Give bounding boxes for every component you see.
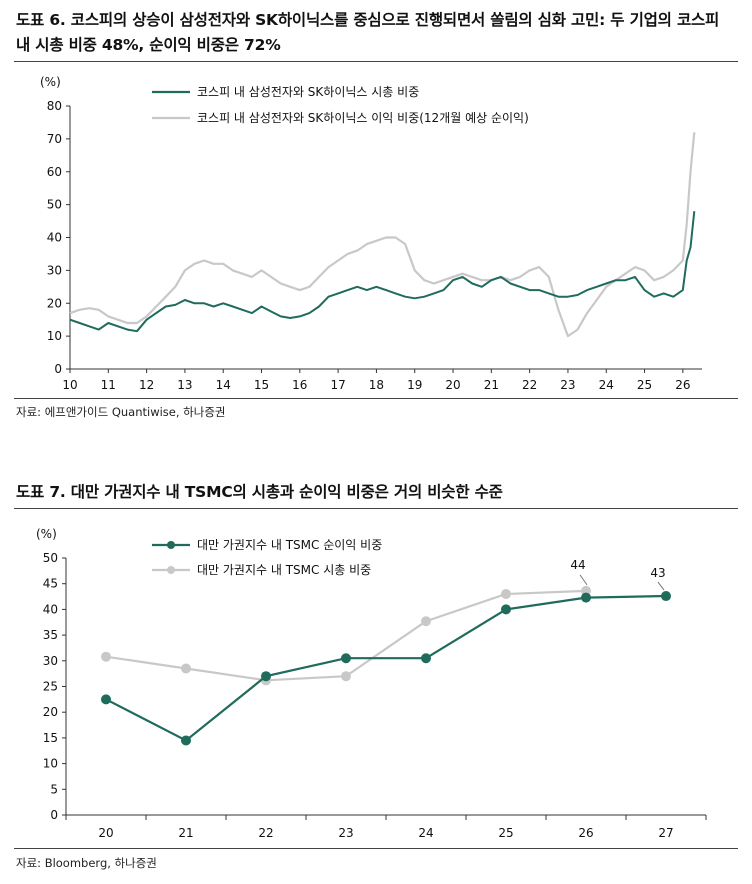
chart1-x-tick-label: 25 [637, 378, 652, 392]
chart2-source: 자료: Bloomberg, 하나증권 [16, 856, 157, 870]
chart2-series-point-0 [661, 591, 671, 602]
chart1-unit-label: (%) [40, 75, 61, 89]
chart2-x-tick-label: 27 [658, 826, 673, 840]
chart1-title-rule [14, 61, 738, 62]
chart2-legend-marker-0 [167, 541, 175, 549]
chart2-bottom-rule [14, 848, 738, 849]
chart1-y-tick-label: 80 [47, 99, 62, 113]
chart2-x-tick-label: 26 [578, 826, 593, 840]
chart2-x-tick-label: 25 [498, 826, 513, 840]
chart1-series-line-0 [69, 211, 696, 333]
chart2-series-point-0 [101, 694, 111, 705]
chart2-series-point-0 [421, 653, 431, 664]
chart1-x-tick-label: 22 [522, 378, 537, 392]
chart1-y-tick-label: 20 [47, 296, 62, 310]
chart1-series-line-1 [69, 132, 696, 338]
chart2-y-tick-label: 15 [43, 731, 58, 745]
chart1-bottom-rule [14, 398, 738, 399]
chart2-series-point-0 [341, 653, 351, 664]
chart1-x-tick-label: 19 [407, 378, 422, 392]
chart1-x-tick-label: 26 [675, 378, 690, 392]
chart1-y-tick-label: 70 [47, 132, 62, 146]
chart1-legend-label-1: 코스피 내 삼성전자와 SK하이닉스 이익 비중(12개월 예상 순이익) [197, 111, 529, 125]
chart1-x-tick-label: 24 [599, 378, 614, 392]
chart2-series-point-1 [181, 663, 191, 674]
chart2-unit-label: (%) [36, 527, 57, 541]
chart2-y-tick-label: 10 [43, 757, 58, 771]
chart1-x-tick-label: 23 [560, 378, 575, 392]
chart1-y-tick-label: 10 [47, 329, 62, 343]
chart1-x-tick-label: 18 [369, 378, 384, 392]
chart1-source: 자료: 에프앤가이드 Quantiwise, 하나증권 [16, 405, 226, 419]
chart2-y-tick-label: 25 [43, 680, 58, 694]
chart1-x-tick-label: 13 [177, 378, 192, 392]
chart2-legend-marker-1 [167, 566, 175, 574]
chart2-series-point-1 [341, 671, 351, 682]
chart2-series-point-0 [581, 592, 591, 603]
chart1-x-tick-label: 17 [330, 378, 345, 392]
chart1-y-tick-label: 40 [47, 231, 62, 245]
chart1-y-tick-label: 0 [54, 362, 62, 376]
chart2-series-line-1 [105, 589, 587, 682]
chart1-x-tick-label: 16 [292, 378, 307, 392]
chart2-x-tick-label: 23 [338, 826, 353, 840]
chart2-end-leader-1 [579, 574, 588, 586]
chart2-x-tick-label: 20 [98, 826, 113, 840]
chart1-x-tick-label: 14 [216, 378, 231, 392]
chart1-title: 도표 6. 코스피의 상승이 삼성전자와 SK하이닉스를 중심으로 진행되면서 … [16, 11, 720, 54]
chart2-title-rule [14, 508, 738, 509]
chart2-y-tick-label: 20 [43, 705, 58, 719]
chart2-series-point-1 [421, 616, 431, 627]
chart2-legend-label-0: 대만 가권지수 내 TSMC 순이익 비중 [197, 538, 382, 552]
chart2-x-tick-label: 21 [178, 826, 193, 840]
chart2-end-leader-0 [657, 581, 665, 591]
chart2-y-tick-label: 0 [50, 808, 58, 822]
chart1-x-tick-label: 10 [62, 378, 77, 392]
chart1-x-tick-label: 11 [101, 378, 116, 392]
chart2-x-tick-label: 24 [418, 826, 433, 840]
chart1-y-tick-label: 50 [47, 198, 62, 212]
chart1-legend-label-0: 코스피 내 삼성전자와 SK하이닉스 시총 비중 [197, 85, 419, 99]
chart1-x-tick-label: 15 [254, 378, 269, 392]
chart2-y-tick-label: 50 [43, 551, 58, 565]
chart2-end-label-0: 43 [650, 566, 665, 580]
chart2-series-point-1 [501, 588, 511, 599]
chart2-end-label-1: 44 [570, 558, 585, 572]
chart1-y-tick-label: 30 [47, 263, 62, 277]
chart2-series-point-0 [501, 604, 511, 615]
chart2-y-tick-label: 40 [43, 602, 58, 616]
chart1-x-tick-label: 12 [139, 378, 154, 392]
chart2-x-tick-label: 22 [258, 826, 273, 840]
chart1-y-tick-label: 60 [47, 165, 62, 179]
chart2-series-point-0 [261, 671, 271, 682]
chart2-y-tick-label: 45 [43, 577, 58, 591]
chart2-series-line-0 [105, 594, 667, 742]
chart2-legend-label-1: 대만 가권지수 내 TSMC 시총 비중 [197, 563, 371, 577]
chart2-y-tick-label: 5 [50, 782, 58, 796]
chart2-y-tick-label: 35 [43, 628, 58, 642]
chart2-title: 도표 7. 대만 가권지수 내 TSMC의 시총과 순이익 비중은 거의 비슷한… [16, 483, 503, 501]
chart2-y-tick-label: 30 [43, 654, 58, 668]
chart2-series-point-1 [101, 651, 111, 662]
chart2-plot: (%) 0 5 10 15 20 25 30 35 40 45 50 20 21 22 23 24 25 26 27 4… [36, 527, 707, 840]
chart1-x-tick-label: 21 [484, 378, 499, 392]
chart1-x-tick-label: 20 [445, 378, 460, 392]
chart2-series-point-0 [181, 735, 191, 746]
